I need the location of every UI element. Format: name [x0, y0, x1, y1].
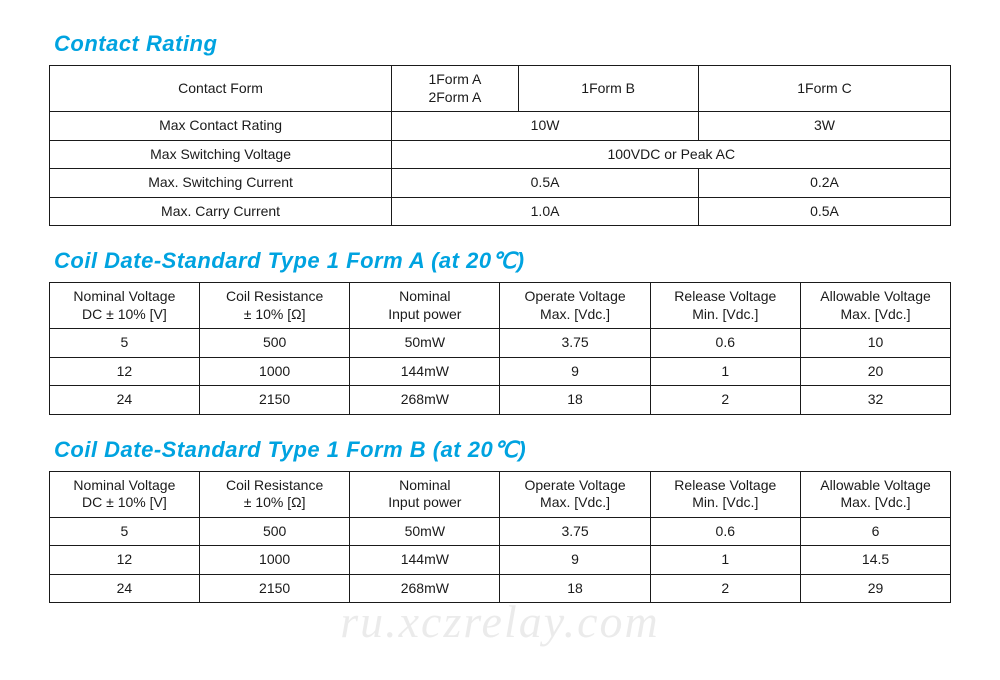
cell-value: 32 [800, 386, 950, 415]
table-row: Max. Switching Current 0.5A 0.2A [49, 169, 950, 198]
table-row: 12 1000 144mW 9 1 14.5 [49, 546, 950, 575]
cell-value: 50mW [350, 329, 500, 358]
section-title-coil-a: Coil Date-Standard Type 1 Form A (at 20℃… [54, 248, 970, 274]
header-1formb: 1Form B [518, 66, 698, 112]
col-header: Operate Voltage Max. [Vdc.] [500, 471, 650, 517]
row-label: Max. Carry Current [49, 197, 392, 226]
col-header: Operate Voltage Max. [Vdc.] [500, 283, 650, 329]
table-row: Max. Carry Current 1.0A 0.5A [49, 197, 950, 226]
cell-value: 268mW [350, 574, 500, 603]
col-header: Allowable Voltage Max. [Vdc.] [800, 283, 950, 329]
cell-value: 5 [49, 517, 199, 546]
cell-value: 3W [698, 112, 950, 141]
col-header: Nominal Input power [350, 283, 500, 329]
cell-value: 0.6 [650, 517, 800, 546]
col-header: Nominal Voltage DC ± 10% [V] [49, 471, 199, 517]
cell-value: 268mW [350, 386, 500, 415]
cell-value: 12 [49, 357, 199, 386]
section-title-contact-rating: Contact Rating [54, 31, 970, 57]
col-header: Allowable Voltage Max. [Vdc.] [800, 471, 950, 517]
cell-value: 14.5 [800, 546, 950, 575]
cell-value: 20 [800, 357, 950, 386]
cell-value: 1.0A [392, 197, 698, 226]
col-header: Nominal Input power [350, 471, 500, 517]
cell-value: 18 [500, 574, 650, 603]
cell-value: 5 [49, 329, 199, 358]
col-header: Release Voltage Min. [Vdc.] [650, 471, 800, 517]
cell-value: 9 [500, 546, 650, 575]
table-row: Max Switching Voltage 100VDC or Peak AC [49, 140, 950, 169]
row-label: Max Contact Rating [49, 112, 392, 141]
contact-rating-table: Contact Form 1Form A 2Form A 1Form B 1Fo… [49, 65, 951, 226]
cell-value: 2 [650, 386, 800, 415]
col-header: Coil Resistance ± 10% [Ω] [200, 283, 350, 329]
table-row: 5 500 50mW 3.75 0.6 10 [49, 329, 950, 358]
cell-value: 10W [392, 112, 698, 141]
cell-value: 0.5A [392, 169, 698, 198]
cell-value: 12 [49, 546, 199, 575]
cell-value: 29 [800, 574, 950, 603]
col-header: Nominal Voltage DC ± 10% [V] [49, 283, 199, 329]
cell-value: 1000 [200, 357, 350, 386]
table-row: 12 1000 144mW 9 1 20 [49, 357, 950, 386]
cell-value: 24 [49, 574, 199, 603]
coil-b-table: Nominal Voltage DC ± 10% [V] Coil Resist… [49, 471, 951, 604]
header-contact-form: Contact Form [49, 66, 392, 112]
cell-value: 100VDC or Peak AC [392, 140, 951, 169]
cell-value: 6 [800, 517, 950, 546]
cell-value: 500 [200, 329, 350, 358]
col-header: Release Voltage Min. [Vdc.] [650, 283, 800, 329]
cell-value: 2150 [200, 574, 350, 603]
cell-value: 3.75 [500, 517, 650, 546]
header-1forma-2forma: 1Form A 2Form A [392, 66, 518, 112]
cell-value: 500 [200, 517, 350, 546]
cell-value: 18 [500, 386, 650, 415]
cell-value: 2150 [200, 386, 350, 415]
cell-value: 144mW [350, 357, 500, 386]
cell-value: 0.6 [650, 329, 800, 358]
row-label: Max Switching Voltage [49, 140, 392, 169]
section-title-coil-b: Coil Date-Standard Type 1 Form B (at 20℃… [54, 437, 970, 463]
cell-value: 9 [500, 357, 650, 386]
cell-value: 1000 [200, 546, 350, 575]
table-row: 5 500 50mW 3.75 0.6 6 [49, 517, 950, 546]
table-row: 24 2150 268mW 18 2 29 [49, 574, 950, 603]
cell-value: 2 [650, 574, 800, 603]
col-header: Coil Resistance ± 10% [Ω] [200, 471, 350, 517]
cell-value: 50mW [350, 517, 500, 546]
table-row: 24 2150 268mW 18 2 32 [49, 386, 950, 415]
cell-value: 144mW [350, 546, 500, 575]
cell-value: 24 [49, 386, 199, 415]
row-label: Max. Switching Current [49, 169, 392, 198]
table-row: Contact Form 1Form A 2Form A 1Form B 1Fo… [49, 66, 950, 112]
coil-a-table: Nominal Voltage DC ± 10% [V] Coil Resist… [49, 282, 951, 415]
cell-value: 0.5A [698, 197, 950, 226]
cell-value: 3.75 [500, 329, 650, 358]
table-row: Nominal Voltage DC ± 10% [V] Coil Resist… [49, 471, 950, 517]
cell-value: 10 [800, 329, 950, 358]
cell-value: 1 [650, 546, 800, 575]
table-row: Nominal Voltage DC ± 10% [V] Coil Resist… [49, 283, 950, 329]
cell-value: 1 [650, 357, 800, 386]
header-1formc: 1Form C [698, 66, 950, 112]
cell-value: 0.2A [698, 169, 950, 198]
table-row: Max Contact Rating 10W 3W [49, 112, 950, 141]
